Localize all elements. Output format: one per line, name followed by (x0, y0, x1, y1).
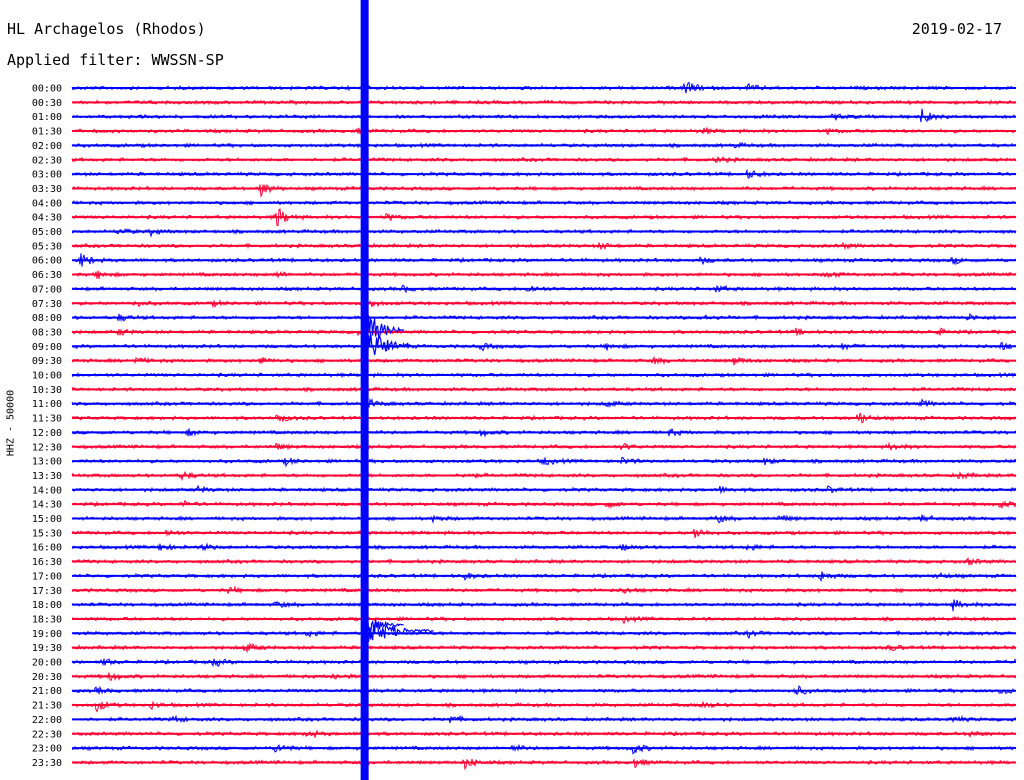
event-coda (364, 331, 414, 361)
time-tick-label: 04:30 (32, 213, 62, 224)
time-tick-label: 03:30 (32, 184, 62, 195)
trace-line (71, 758, 1016, 771)
time-tick-label: 14:00 (32, 485, 62, 496)
time-tick-label: 01:30 (32, 127, 62, 138)
event-coda (364, 617, 404, 636)
time-tick-label: 10:30 (32, 385, 62, 396)
trace-line (71, 629, 1017, 639)
filter-label: Applied filter: WWSSN-SP (7, 51, 224, 69)
time-tick-label: 12:00 (32, 428, 62, 439)
time-tick-label: 20:30 (32, 672, 62, 683)
time-tick-label: 16:00 (32, 543, 62, 554)
time-tick-label: 18:00 (32, 600, 62, 611)
time-tick-label: 00:30 (32, 98, 62, 109)
time-tick-label: 11:30 (32, 414, 62, 425)
time-tick-label: 23:00 (32, 744, 62, 755)
time-tick-label: 06:30 (32, 270, 62, 281)
saturated-event-band (360, 0, 369, 780)
time-tick-label: 05:00 (32, 227, 62, 238)
time-tick-label: 20:00 (32, 658, 62, 669)
time-tick-label: 08:30 (32, 327, 62, 338)
time-tick-label: 21:00 (32, 686, 62, 697)
time-tick-label: 06:00 (32, 256, 62, 267)
time-tick-label: 15:00 (32, 514, 62, 525)
time-tick-label: 05:30 (32, 241, 62, 252)
time-tick-label: 23:30 (32, 758, 62, 769)
station-title: HL Archagelos (Rhodos) (7, 20, 206, 38)
time-tick-label: 09:00 (32, 342, 62, 353)
time-tick-label: 17:00 (32, 571, 62, 582)
time-tick-label: 07:30 (32, 299, 62, 310)
time-tick-label: 22:00 (32, 715, 62, 726)
trace-line (71, 700, 1017, 713)
time-tick-label: 08:00 (32, 313, 62, 324)
time-tick-label: 12:30 (32, 442, 62, 453)
time-tick-label: 02:30 (32, 155, 62, 166)
trace-line (71, 184, 1017, 198)
event-coda (364, 309, 405, 342)
time-tick-label: 19:00 (32, 629, 62, 640)
time-tick-label: 21:30 (32, 701, 62, 712)
trace-line (71, 743, 1017, 755)
time-tick-label: 13:00 (32, 457, 62, 468)
time-tick-label: 14:30 (32, 500, 62, 511)
time-tick-label: 02:00 (32, 141, 62, 152)
time-tick-label: 09:30 (32, 356, 62, 367)
time-tick-label: 19:30 (32, 643, 62, 654)
date-label: 2019-02-17 (911, 20, 1002, 38)
time-tick-label: 13:30 (32, 471, 62, 482)
time-tick-label: 00:00 (32, 84, 62, 95)
time-tick-label: 18:30 (32, 614, 62, 625)
time-tick-label: 10:00 (32, 371, 62, 382)
time-tick-label: 15:30 (32, 528, 62, 539)
time-tick-label: 11:00 (32, 399, 62, 410)
trace-line (72, 228, 1017, 238)
trace-line (71, 108, 1017, 123)
time-tick-label: 16:30 (32, 557, 62, 568)
time-tick-label: 17:30 (32, 586, 62, 597)
time-tick-label: 07:00 (32, 284, 62, 295)
time-tick-label: 03:00 (32, 170, 62, 181)
time-tick-label: 22:30 (32, 729, 62, 740)
time-tick-label: 04:00 (32, 198, 62, 209)
time-tick-label: 01:00 (32, 112, 62, 123)
